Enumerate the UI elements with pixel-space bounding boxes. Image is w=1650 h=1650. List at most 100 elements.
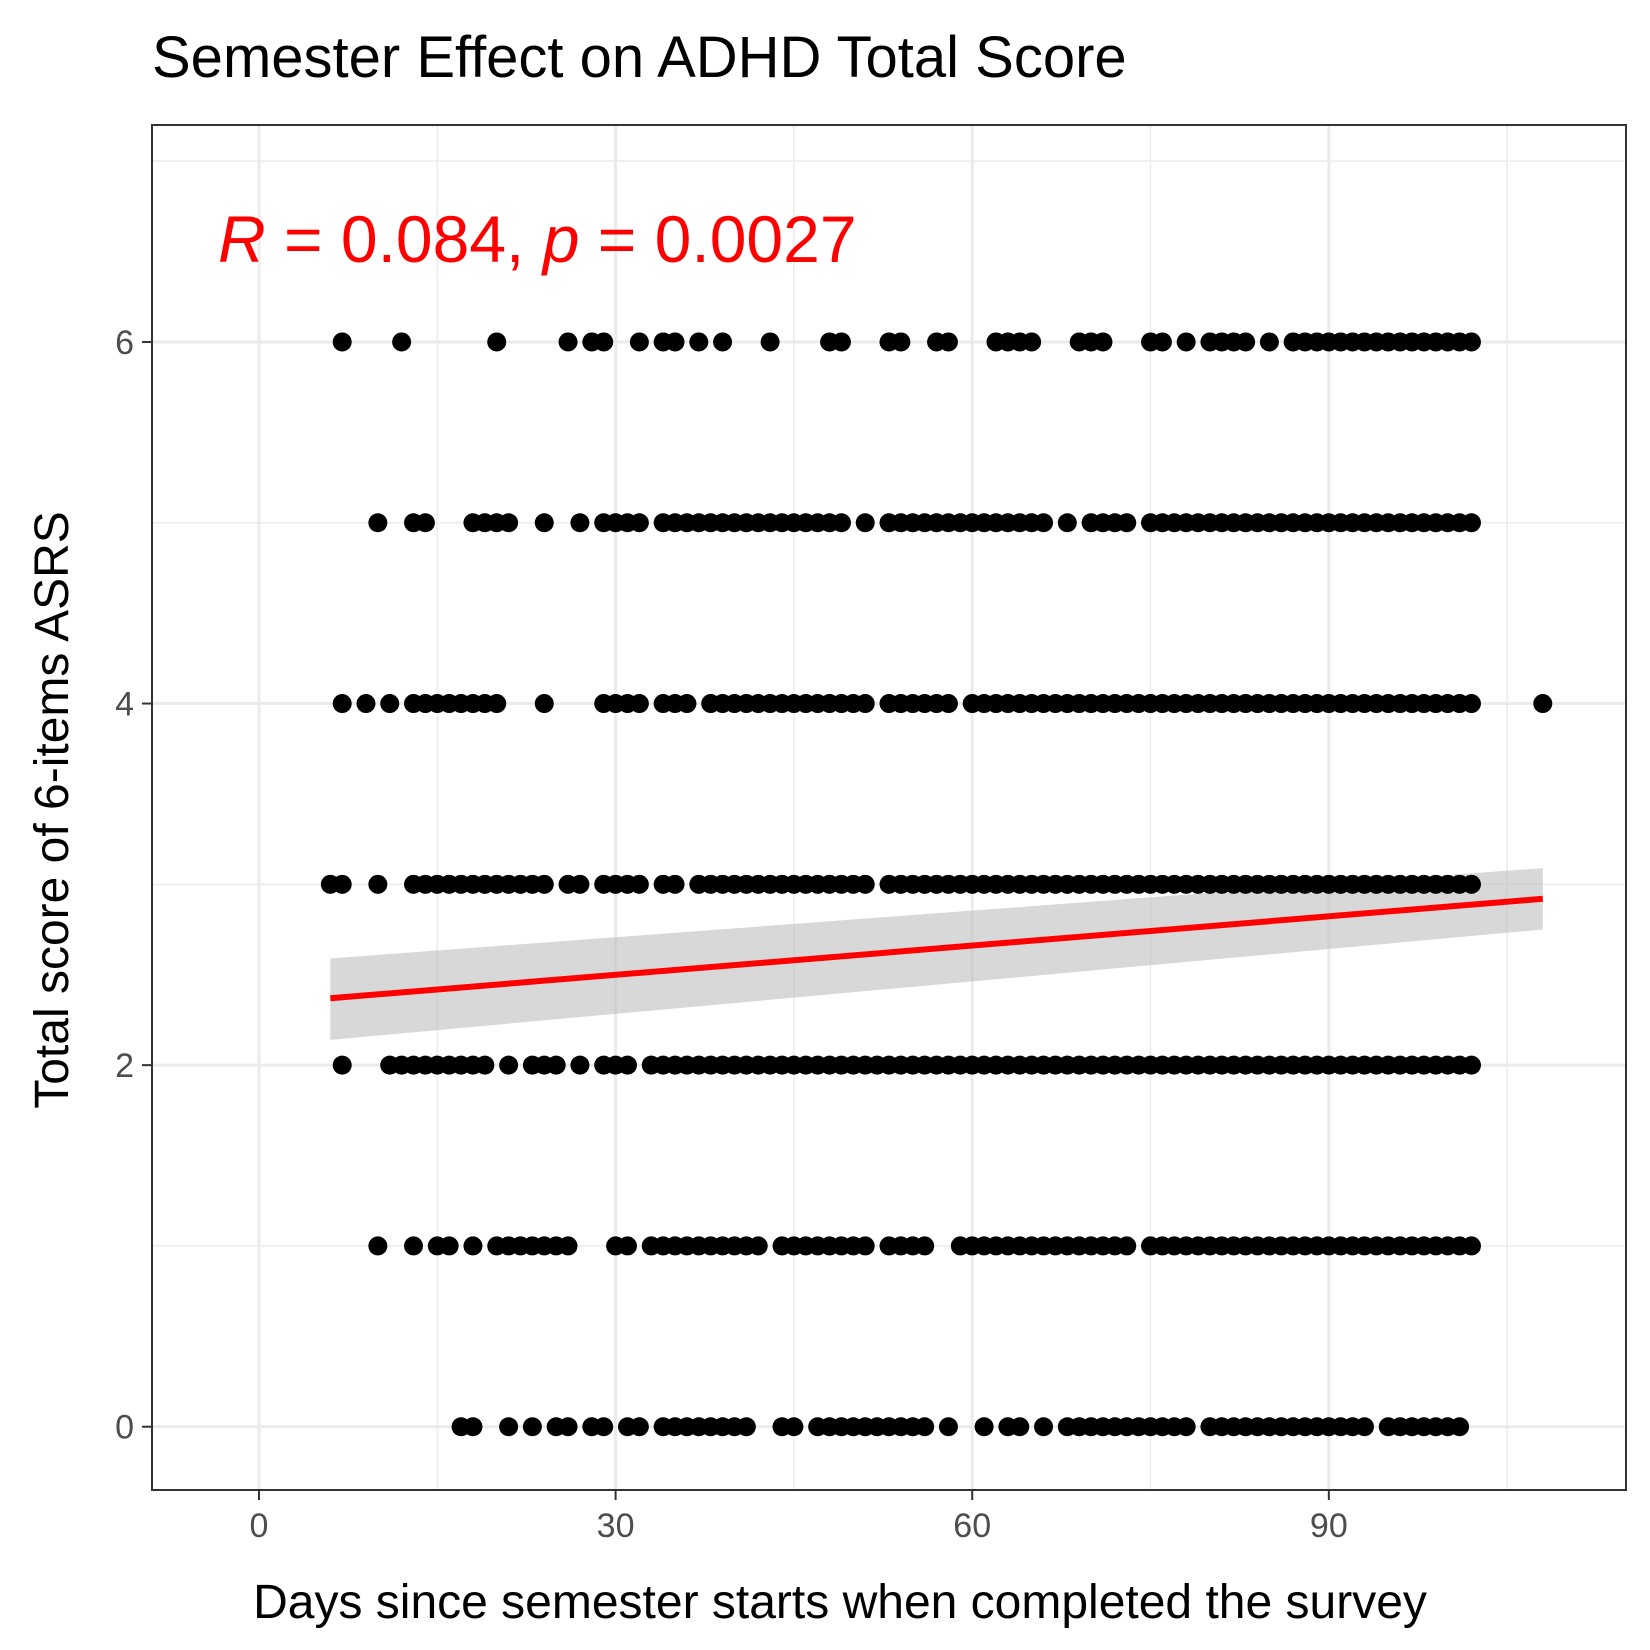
data-point bbox=[499, 1417, 519, 1437]
data-point bbox=[368, 513, 388, 533]
chart-title: Semester Effect on ADHD Total Score bbox=[152, 25, 1127, 90]
data-point bbox=[1010, 1417, 1030, 1437]
data-point bbox=[1461, 513, 1481, 533]
data-point bbox=[534, 694, 554, 714]
data-point bbox=[748, 1236, 768, 1256]
r-symbol: R bbox=[218, 202, 266, 276]
data-point bbox=[915, 1417, 935, 1437]
x-axis: 0 30 60 90 bbox=[250, 1490, 1348, 1545]
data-point bbox=[558, 332, 578, 352]
data-point bbox=[1461, 1236, 1481, 1256]
data-point bbox=[891, 332, 911, 352]
data-point bbox=[558, 1417, 578, 1437]
data-point bbox=[546, 1055, 566, 1075]
data-point bbox=[1461, 694, 1481, 714]
data-point bbox=[356, 694, 376, 714]
data-point bbox=[617, 1236, 637, 1256]
data-point bbox=[1022, 332, 1042, 352]
data-points bbox=[320, 332, 1553, 1437]
y-axis-title: Total score of 6-items ASRS bbox=[26, 511, 79, 1109]
data-point bbox=[915, 1236, 935, 1256]
x-tick-label: 0 bbox=[250, 1507, 269, 1545]
data-point bbox=[415, 513, 435, 533]
data-point bbox=[332, 332, 352, 352]
data-point bbox=[332, 694, 352, 714]
data-point bbox=[392, 332, 412, 352]
data-point bbox=[1461, 874, 1481, 894]
confidence-band bbox=[330, 868, 1543, 1040]
data-point bbox=[938, 694, 958, 714]
data-point bbox=[938, 1417, 958, 1437]
correlation-annotation: R = 0.084, p = 0.0027 bbox=[218, 202, 857, 276]
data-point bbox=[332, 1055, 352, 1075]
regression-line-group bbox=[330, 895, 1544, 1002]
data-point bbox=[1461, 1055, 1481, 1075]
data-point bbox=[594, 1417, 614, 1437]
data-point bbox=[1259, 332, 1279, 352]
y-tick-label: 4 bbox=[115, 686, 134, 724]
y-axis: 0 2 4 6 bbox=[115, 324, 152, 1447]
data-point bbox=[570, 874, 590, 894]
data-point bbox=[1117, 513, 1137, 533]
plot-panel-border bbox=[151, 124, 1627, 1491]
data-point bbox=[499, 1055, 519, 1075]
data-point bbox=[677, 694, 697, 714]
data-point bbox=[1034, 513, 1054, 533]
data-point bbox=[1533, 694, 1553, 714]
data-point bbox=[487, 332, 507, 352]
data-point bbox=[332, 874, 352, 894]
x-tick-label: 30 bbox=[597, 1507, 635, 1545]
data-point bbox=[368, 874, 388, 894]
confidence-band-area bbox=[330, 868, 1543, 1040]
data-point bbox=[629, 874, 649, 894]
data-point bbox=[463, 1417, 483, 1437]
r-value: = 0.084, bbox=[266, 202, 543, 276]
data-point bbox=[855, 1236, 875, 1256]
data-point bbox=[784, 1417, 804, 1437]
data-point bbox=[831, 513, 851, 533]
data-point bbox=[499, 513, 519, 533]
data-point bbox=[1176, 332, 1196, 352]
data-point bbox=[1450, 1417, 1470, 1437]
y-tick-label: 2 bbox=[115, 1047, 134, 1085]
data-point bbox=[1034, 1417, 1054, 1437]
data-point bbox=[1176, 1417, 1196, 1437]
data-point bbox=[617, 1055, 637, 1075]
p-value: = 0.0027 bbox=[579, 202, 856, 276]
y-tick-label: 6 bbox=[115, 324, 134, 362]
data-point bbox=[463, 1236, 483, 1256]
data-point bbox=[404, 1236, 424, 1256]
data-point bbox=[760, 332, 780, 352]
data-point bbox=[522, 1417, 542, 1437]
data-point bbox=[1354, 1417, 1374, 1437]
data-point bbox=[665, 874, 685, 894]
data-point bbox=[689, 332, 709, 352]
data-point bbox=[487, 694, 507, 714]
data-point bbox=[475, 1055, 495, 1075]
data-point bbox=[855, 513, 875, 533]
y-tick-label: 0 bbox=[115, 1409, 134, 1447]
p-symbol: p bbox=[541, 202, 580, 276]
data-point bbox=[1057, 513, 1077, 533]
regression-line bbox=[330, 895, 1544, 1002]
data-point bbox=[629, 694, 649, 714]
data-point bbox=[1461, 332, 1481, 352]
data-point bbox=[534, 513, 554, 533]
data-point bbox=[736, 1417, 756, 1437]
data-point bbox=[665, 332, 685, 352]
data-point bbox=[439, 1236, 459, 1256]
data-point bbox=[1236, 332, 1256, 352]
data-point bbox=[831, 332, 851, 352]
data-point bbox=[629, 1417, 649, 1437]
x-tick-label: 60 bbox=[953, 1507, 991, 1545]
data-point bbox=[380, 694, 400, 714]
data-point bbox=[713, 332, 733, 352]
data-point bbox=[368, 1236, 388, 1256]
data-point bbox=[629, 332, 649, 352]
data-point bbox=[855, 874, 875, 894]
data-point bbox=[570, 1055, 590, 1075]
data-point bbox=[1117, 1236, 1137, 1256]
data-point bbox=[570, 513, 590, 533]
